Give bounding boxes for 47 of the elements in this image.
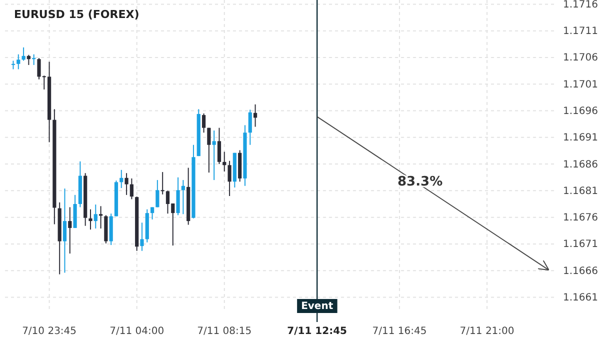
x-tick-label: 7/11 08:15 [197, 326, 252, 338]
y-tick-label: 1.1676 [563, 212, 598, 224]
candlestick [68, 206, 72, 254]
candlestick [16, 54, 20, 70]
candlestick [94, 204, 98, 230]
candlestick [217, 127, 222, 165]
candlestick [202, 112, 206, 134]
y-tick-label: 1.1696 [563, 106, 598, 117]
candlestick [160, 172, 164, 195]
y-tick-label: 1.1711 [563, 26, 598, 38]
candlestick [124, 172, 128, 196]
candlestick [176, 176, 180, 216]
candlestick [88, 208, 92, 230]
candlestick [253, 104, 258, 128]
y-tick-label: 1.1681 [563, 186, 598, 197]
candlestick [248, 109, 252, 146]
candlestick [22, 46, 26, 62]
candlestick [73, 194, 77, 228]
candlestick [156, 180, 160, 208]
x-tick-label: 7/11 12:45 [287, 326, 348, 338]
candlestick [150, 206, 154, 220]
ref-line-label: Event [301, 301, 334, 312]
y-tick-label: 1.1716 [563, 0, 598, 10]
candlestick [130, 178, 134, 200]
y-tick-label: 1.1701 [563, 79, 598, 90]
candlestick [212, 130, 216, 181]
y-tick-label: 1.1666 [563, 266, 598, 277]
y-tick-label: 1.1661 [563, 292, 598, 304]
candlestick [181, 180, 185, 215]
x-tick-label: 7/10 23:45 [22, 326, 77, 338]
text: EURUSD 15 (FOREX) [14, 8, 140, 21]
candlestick [32, 54, 36, 66]
candlestick [222, 151, 226, 172]
candlestick [98, 206, 103, 230]
y-tick-label: 1.1691 [563, 132, 598, 144]
y-tick-label: 1.1686 [563, 159, 598, 170]
candlestick [26, 54, 30, 66]
candlestick [140, 222, 144, 252]
candlestick [207, 127, 211, 174]
candlestick [228, 160, 232, 197]
x-tick-label: 7/11 21:00 [460, 326, 514, 338]
candlestick [62, 188, 67, 274]
y-tick-label: 1.1706 [563, 52, 598, 64]
x-tick-label: 7/11 16:45 [372, 326, 427, 338]
x-tick-label: 7/11 04:00 [110, 326, 164, 338]
y-tick-label: 1.1671 [563, 239, 598, 250]
candlestick [120, 169, 124, 189]
